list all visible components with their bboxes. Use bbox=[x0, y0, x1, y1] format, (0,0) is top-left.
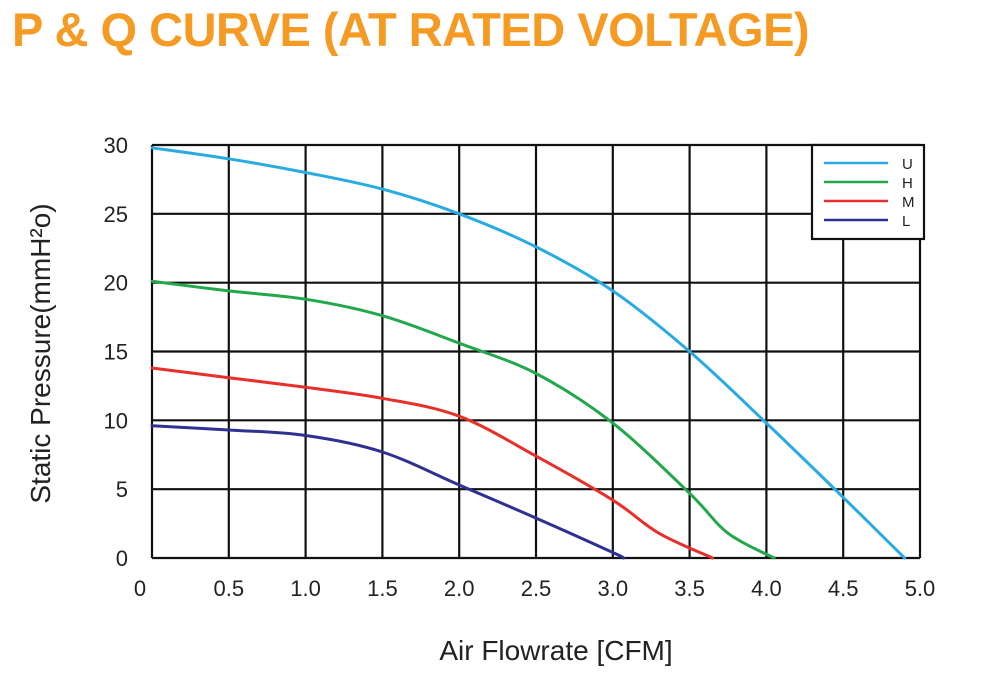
legend-label-m: M bbox=[902, 194, 915, 211]
y-tick-label: 20 bbox=[104, 271, 128, 296]
series-line-u bbox=[150, 146, 907, 560]
y-tick-label: 5 bbox=[116, 477, 128, 502]
x-tick-label: 1.5 bbox=[367, 576, 398, 601]
x-axis-label: Air Flowrate [CFM] bbox=[439, 635, 672, 666]
y-tick-label: 0 bbox=[116, 546, 128, 571]
legend-label-l: L bbox=[902, 213, 910, 230]
series-line-h bbox=[150, 279, 776, 560]
x-tick-label: 1.0 bbox=[290, 576, 321, 601]
y-axis-label: Static Pressure(mmH²o) bbox=[25, 203, 56, 503]
series-line-m bbox=[150, 366, 715, 560]
legend-label-h: H bbox=[902, 175, 913, 192]
legend-box bbox=[810, 143, 926, 241]
x-tick-label: 2.5 bbox=[521, 576, 552, 601]
x-tick-label: 4.5 bbox=[828, 576, 859, 601]
series-line-l bbox=[150, 424, 626, 560]
y-tick-label: 10 bbox=[104, 408, 128, 433]
x-tick-label: 4.0 bbox=[751, 576, 782, 601]
chart-title: P & Q CURVE (AT RATED VOLTAGE) bbox=[12, 3, 810, 56]
x-tick-label: 3.5 bbox=[674, 576, 705, 601]
x-tick-label: 0.5 bbox=[214, 576, 245, 601]
y-tick-label: 25 bbox=[104, 202, 128, 227]
x-tick-label: 0 bbox=[134, 576, 146, 601]
legend-label-u: U bbox=[902, 156, 913, 173]
x-tick-label: 3.0 bbox=[598, 576, 629, 601]
x-tick-label: 5.0 bbox=[905, 576, 936, 601]
x-tick-label: 2.0 bbox=[444, 576, 475, 601]
y-tick-label: 15 bbox=[104, 340, 128, 365]
y-tick-label: 30 bbox=[104, 133, 128, 158]
